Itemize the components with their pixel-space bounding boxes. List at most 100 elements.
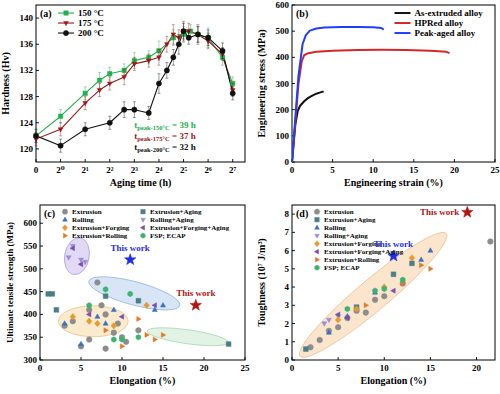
data-point [58,114,62,118]
y-axis-title: Toughness (10⁷ J/m³) [256,238,268,326]
legend-swatch [395,12,411,14]
error-bar [133,57,136,70]
markers [33,21,235,152]
data-point [176,42,181,47]
axes: 02⁰2¹2²2³2⁴2⁵2⁶2⁷120124128132136140Aging… [0,5,245,189]
data-point [132,62,137,66]
legend-swatch [315,265,320,270]
data-point [196,32,200,36]
annotation-part: peak-150°C [137,124,170,131]
data-point [111,330,117,336]
x-axis-title: Elongation (%) [361,375,427,387]
annotation-part: peak-200°C [137,146,170,153]
x-tick-label: 25 [491,165,500,175]
x-tick-label: 2³ [131,165,139,175]
annotation-part: = 39 h [170,120,196,130]
y-axis-title: Hardness (Hv) [0,52,12,115]
y-tick-label: 600 [24,218,38,228]
data-point [181,29,186,34]
data-point [160,302,165,306]
legend-swatch [63,30,68,35]
y-tick-label: 550 [24,241,38,251]
data-point [171,33,176,37]
legend-label: Extrusion+Forging+Aging [324,248,404,256]
data-point [226,342,231,347]
x-tick-label: 5 [79,363,84,373]
legend-swatch [62,209,67,214]
data-point [95,320,101,326]
annotation-label: tpeak-200°C = 32 h [134,142,195,153]
data-point [364,303,368,308]
data-point [108,71,112,75]
data-point [409,255,415,261]
x-tick-label: 2⁴ [155,165,163,175]
y-tick-label: 3 [285,300,290,310]
axes: 05101520012345678Elongation (%)Toughness… [256,205,495,387]
data-point [165,43,170,47]
data-point [103,287,108,293]
legend-label: Rolling+Aging [150,216,194,224]
series-line [36,31,233,145]
legend-label: Extrusion+Aging [324,216,376,224]
y-tick-label: 400 [24,309,38,319]
x-tick-label: 15 [409,165,419,175]
data-point [391,288,395,293]
x-tick-label: 2⁶ [205,165,213,175]
data-point [428,248,433,252]
legend-swatch [62,225,67,231]
data-point [104,328,108,333]
legend-label: FSP; ECAP [324,264,360,272]
data-point [86,337,92,343]
data-point [326,318,331,322]
data-point [195,32,200,37]
y-tick-label: 4 [285,282,290,292]
annotations: This workThis work [111,243,216,299]
x-tick-label: 0 [290,363,295,373]
annotation-part: = 37 h [170,131,196,141]
legend-swatch [314,209,319,214]
x-tick-label: 2¹ [82,165,90,175]
legend-swatch [63,233,67,238]
legend-label: FSP; ECAP [150,232,186,240]
y-tick-label: 7 [285,227,290,237]
y-tick-label: 120 [20,144,34,154]
data-point [144,302,150,308]
y-tick-label: 140 [20,13,34,23]
data-point [381,293,387,299]
figure: 02⁰2¹2²2³2⁴2⁵2⁶2⁷120124128132136140Aging… [0,0,500,394]
annotations: tpeak-150°C = 39 htpeak-175°C = 37 htpea… [134,120,195,153]
data-point [345,316,349,321]
y-tick-label: 300 [276,79,290,89]
legend-label: 150 °C [78,8,104,18]
legend-label: As-extruded alloy [415,8,484,18]
y-tick-label: 0 [285,355,290,365]
data-point [107,82,112,86]
y-tick-label: 300 [24,355,38,365]
legend: ExtrusionExtrusion+AgingRollingRolling+A… [62,208,229,240]
data-point [111,323,117,329]
data-point [171,55,176,60]
x-tick-label: 15 [159,363,169,373]
data-point [95,314,100,318]
data-point [186,35,191,40]
data-point [400,277,405,283]
data-point [161,332,165,337]
data-point [429,266,433,271]
legend-label: Extrusion+Aging [150,208,202,216]
data-point [50,292,55,297]
legend-label: 200 °C [78,28,104,38]
lines [292,27,450,162]
data-point [62,321,67,325]
x-tick-label: 10 [380,363,390,373]
data-point [132,107,137,112]
data-point [70,313,76,319]
data-point [164,68,169,73]
data-point [420,263,424,268]
legend-label: Extrusion+Forging [72,224,130,232]
legend-swatch [315,225,320,229]
x-tick-label: 0 [38,363,43,373]
legend-label: Extrusion+Rolling [324,256,380,264]
data-point [206,35,210,39]
x-axis-title: Engineering strain (%) [344,177,443,189]
data-point [34,134,38,138]
